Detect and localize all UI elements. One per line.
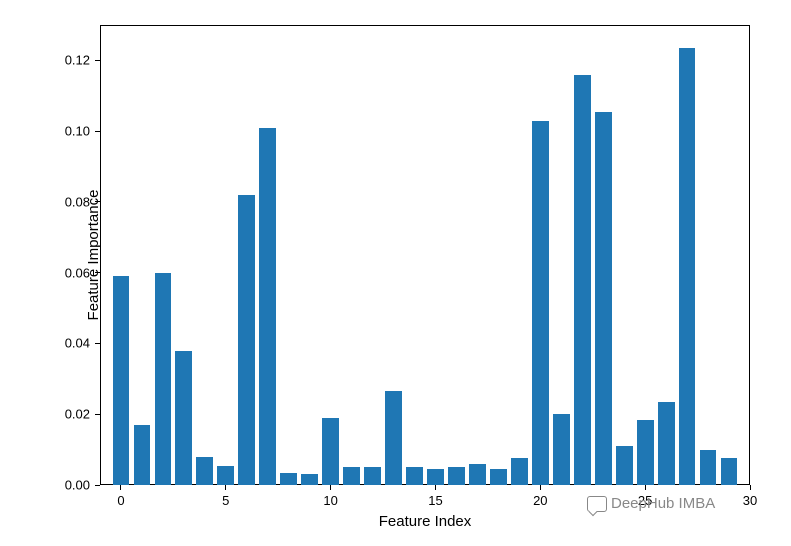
bar	[175, 351, 192, 485]
x-tick-label: 0	[117, 493, 124, 508]
x-tick	[645, 485, 646, 490]
bar	[721, 458, 738, 485]
top-spine	[100, 25, 750, 26]
bar	[616, 446, 633, 485]
bar	[427, 469, 444, 485]
y-axis-label: Feature Importance	[85, 190, 102, 321]
bar	[658, 402, 675, 485]
right-spine	[749, 25, 750, 485]
bar	[637, 420, 654, 485]
x-tick-label: 5	[222, 493, 229, 508]
y-tick-label: 0.04	[65, 336, 90, 351]
x-axis-label: Feature Index	[379, 513, 472, 530]
bar	[196, 457, 213, 485]
bar	[113, 276, 130, 485]
bar	[259, 128, 276, 485]
bar	[343, 467, 360, 485]
bar	[679, 48, 696, 485]
y-tick	[95, 60, 100, 61]
y-tick	[95, 485, 100, 486]
x-tick	[540, 485, 541, 490]
bar	[469, 464, 486, 485]
x-tick	[435, 485, 436, 490]
bar	[448, 467, 465, 485]
bar	[700, 450, 717, 485]
watermark-text: DeepHub IMBA	[611, 495, 715, 512]
bar	[595, 112, 612, 485]
bar	[217, 466, 234, 485]
y-tick-label: 0.02	[65, 407, 90, 422]
bar	[301, 474, 318, 485]
bar	[385, 391, 402, 485]
chat-bubble-icon	[587, 496, 607, 512]
watermark: DeepHub IMBA	[587, 495, 715, 512]
bar	[406, 467, 423, 485]
bar	[134, 425, 151, 485]
x-tick-label: 15	[428, 493, 442, 508]
x-tick-label: 20	[533, 493, 547, 508]
bar	[280, 473, 297, 485]
x-tick-label: 10	[323, 493, 337, 508]
plot-area: 0510152025300.000.020.040.060.080.100.12…	[100, 25, 750, 485]
chart-container: 0510152025300.000.020.040.060.080.100.12…	[0, 0, 791, 546]
bar	[511, 458, 528, 485]
bar	[238, 195, 255, 485]
x-tick	[120, 485, 121, 490]
y-tick-label: 0.10	[65, 124, 90, 139]
bar	[155, 273, 172, 485]
bar	[553, 414, 570, 485]
y-tick	[95, 343, 100, 344]
bar	[364, 467, 381, 485]
bar	[322, 418, 339, 485]
x-tick-label: 30	[743, 493, 757, 508]
x-tick	[750, 485, 751, 490]
y-tick-label: 0.12	[65, 53, 90, 68]
y-tick	[95, 131, 100, 132]
bar	[574, 75, 591, 485]
x-tick	[330, 485, 331, 490]
x-tick	[225, 485, 226, 490]
y-tick	[95, 414, 100, 415]
bar	[490, 469, 507, 485]
y-tick-label: 0.00	[65, 478, 90, 493]
bar	[532, 121, 549, 485]
